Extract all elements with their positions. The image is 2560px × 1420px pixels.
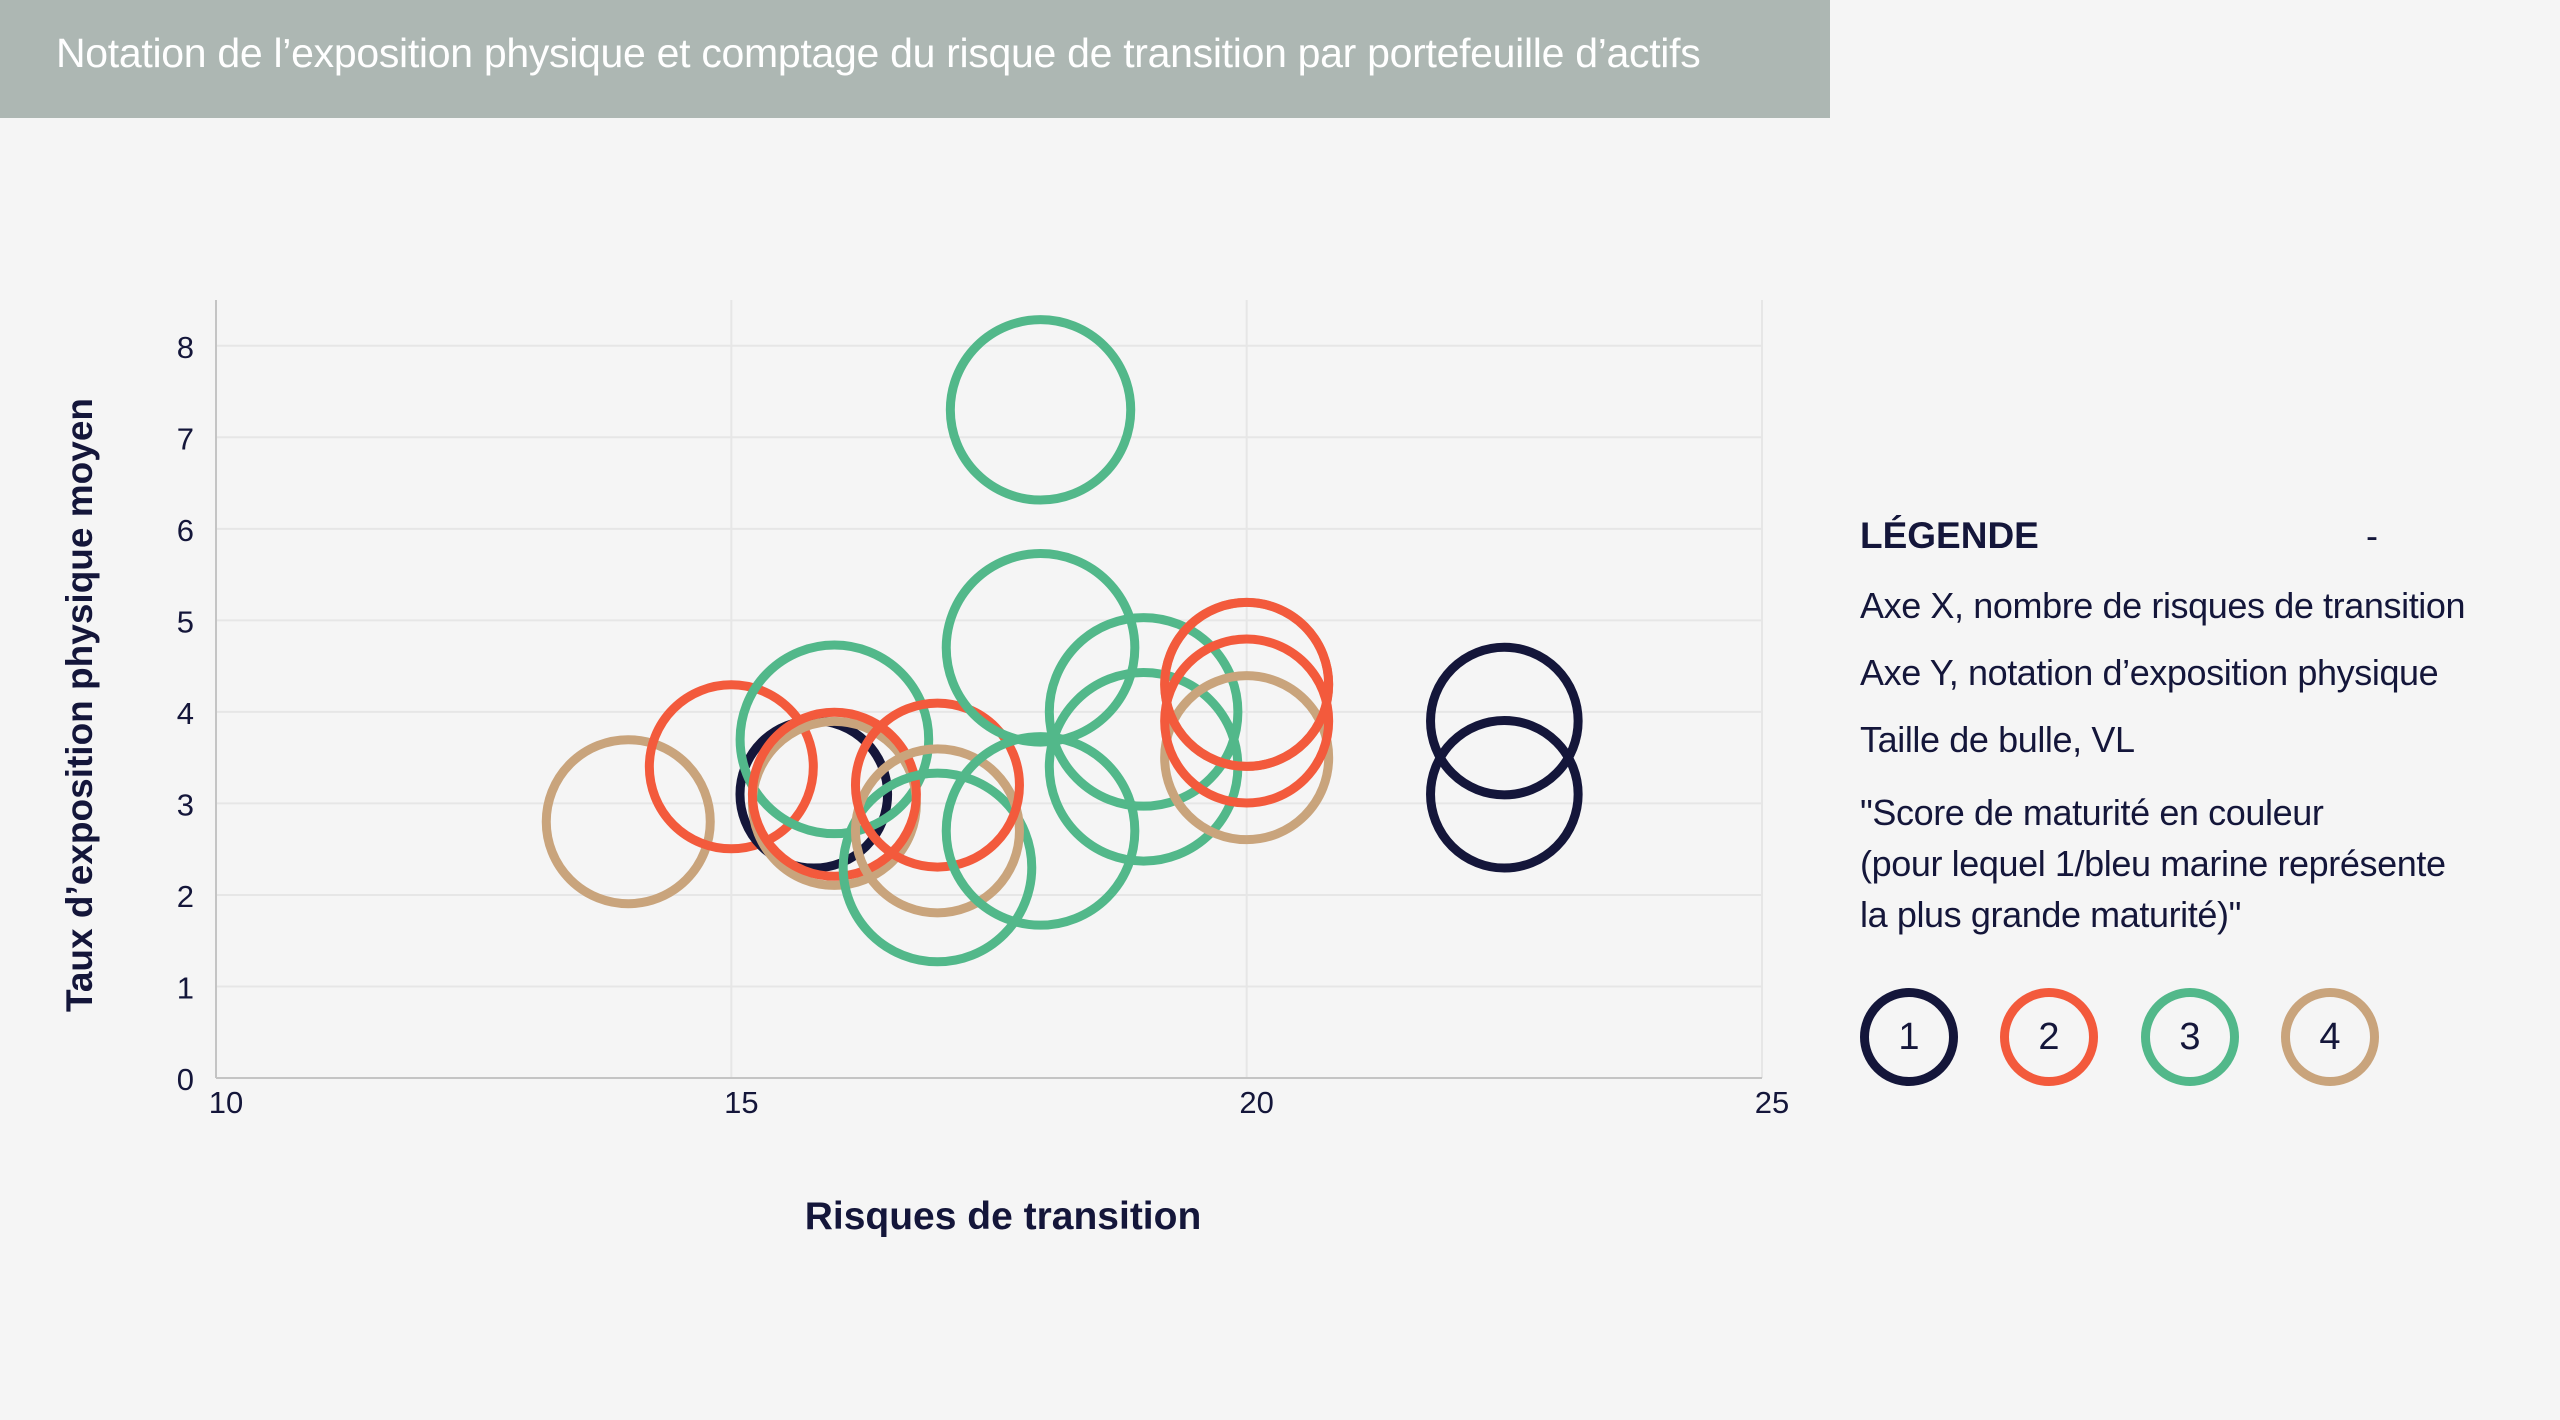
y-tick-label: 7 <box>177 421 194 456</box>
legend-dash: - <box>2366 515 2378 556</box>
y-tick-label: 3 <box>177 787 194 822</box>
y-tick-label: 2 <box>177 879 194 914</box>
page-title: Notation de l’exposition physique et com… <box>56 30 1701 76</box>
legend-y-description: Axe Y, notation d’exposition physique <box>1860 652 2439 693</box>
bubble-score-1 <box>1426 642 1583 800</box>
bubble-score-2 <box>1160 634 1334 808</box>
x-tick-label: 15 <box>724 1085 758 1120</box>
bubble-score-4 <box>541 735 715 909</box>
legend-key-3: 3 <box>2141 988 2239 1086</box>
grid <box>216 300 1763 1078</box>
x-tick-label: 20 <box>1239 1085 1273 1120</box>
legend-size-description: Taille de bulle, VL <box>1860 719 2135 760</box>
bubble-score-3 <box>945 315 1136 505</box>
y-tick-label: 5 <box>177 604 194 639</box>
bubble-score-1 <box>1426 715 1583 873</box>
y-tick-label: 0 <box>177 1062 194 1097</box>
y-tick-label: 4 <box>177 696 194 731</box>
bubble-score-2 <box>850 698 1024 872</box>
legend-heading: LÉGENDE <box>1860 515 2039 556</box>
legend-keys: 1 2 3 4 <box>1860 988 2460 1098</box>
y-axis-title: Taux d’exposition physique moyen <box>59 397 100 1013</box>
bubble-score-4 <box>1160 671 1334 845</box>
bubble-score-2 <box>1160 597 1334 771</box>
axes <box>215 300 1762 1079</box>
bubble-score-4 <box>850 744 1024 918</box>
y-tick-label: 1 <box>177 970 194 1005</box>
legend-key-4: 4 <box>2281 988 2379 1086</box>
tick-labels: 0 1 2 3 4 5 6 7 8 10 15 20 25 <box>177 330 1789 1120</box>
bubble-score-3 <box>735 640 934 839</box>
bubble-score-2 <box>644 680 818 854</box>
bubble-score-2 <box>747 707 921 881</box>
x-tick-label: 25 <box>1755 1085 1789 1120</box>
x-tick-label: 10 <box>209 1085 243 1120</box>
bubble-score-3 <box>838 768 1037 967</box>
y-tick-label: 8 <box>177 330 194 365</box>
title-bar: Notation de l’exposition physique et com… <box>0 0 1830 118</box>
bubble-score-3 <box>941 549 1140 747</box>
bubble-score-3 <box>1044 613 1243 811</box>
legend-x-description: Axe X, nombre de risques de transition <box>1860 585 2466 626</box>
legend-score-description: "Score de maturité en couleur (pour lequ… <box>1860 792 2446 935</box>
legend-key-1: 1 <box>1860 988 1958 1086</box>
y-tick-label: 6 <box>177 513 194 548</box>
x-axis-title: Risques de transition <box>804 1195 1202 1238</box>
bubbles <box>541 315 1583 967</box>
legend-key-2: 2 <box>2000 988 2098 1086</box>
bubble-score-3 <box>941 732 1140 930</box>
